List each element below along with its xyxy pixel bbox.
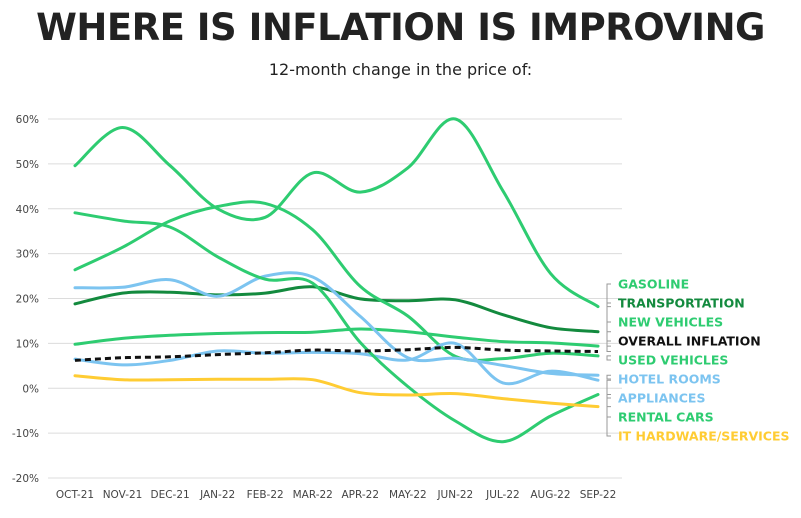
legend-label-transportation: TRANSPORTATION (618, 296, 745, 311)
x-tick-label: APR-22 (341, 489, 379, 501)
legend-label-overall-inflation: OVERALL INFLATION (618, 334, 761, 349)
legend-label-rental-cars: RENTAL CARS (618, 410, 714, 425)
x-tick-label: NOV-21 (103, 489, 143, 501)
x-tick-label: JUN-22 (436, 489, 473, 501)
y-tick-label: 10% (16, 338, 39, 350)
series-line-it-hardware-services (73, 374, 600, 409)
series-lines (73, 117, 600, 444)
x-tick-label: MAR-22 (293, 489, 333, 501)
series-line-gasoline (73, 117, 600, 309)
x-tick-label: AUG-22 (530, 489, 570, 501)
x-tick-label: OCT-21 (56, 489, 94, 501)
x-tick-label: FEB-22 (247, 489, 284, 501)
x-tick-label: MAY-22 (389, 489, 427, 501)
legend-label-used-vehicles: USED VEHICLES (618, 353, 728, 368)
y-tick-label: 40% (16, 204, 39, 216)
y-tick-label: 0% (22, 383, 39, 395)
legend-bracket (606, 302, 611, 333)
x-tick-label: SEP-22 (580, 489, 617, 501)
legend-label-appliances: APPLIANCES (618, 391, 705, 406)
y-tick-label: 20% (16, 294, 39, 306)
chart-subtitle: 12-month change in the price of: (268, 60, 533, 79)
y-tick-label: -20% (12, 473, 39, 485)
legend-bracket (606, 355, 611, 361)
series-line-overall-inflation (74, 345, 599, 362)
legend-bracket (606, 394, 611, 418)
series-line-appliances (73, 341, 600, 386)
series-line-used-vehicles (73, 200, 600, 362)
legend-bracket (606, 374, 611, 380)
x-tick-label: JUL-22 (485, 489, 520, 501)
legend-bracket (606, 283, 611, 308)
y-tick-label: 50% (16, 159, 39, 171)
chart-title: WHERE IS INFLATION IS IMPROVING (36, 6, 765, 49)
y-tick-label: 30% (16, 249, 39, 261)
legend-label-gasoline: GASOLINE (618, 277, 689, 292)
legend-brackets (606, 283, 611, 437)
x-tick-label: DEC-21 (150, 489, 189, 501)
series-line-hotel-rooms (73, 271, 600, 377)
x-tick-label: JAN-22 (199, 489, 235, 501)
legend-bracket (606, 321, 611, 347)
y-tick-label: 60% (16, 114, 39, 126)
series-line-rental-cars (73, 211, 600, 444)
y-axis-tick-labels: -20% -10% 0% 10% 20% 30% 40% 50% 60% (12, 114, 39, 485)
x-axis-tick-labels: OCT-21 NOV-21 DEC-21 JAN-22 FEB-22 MAR-22 APR-… (56, 489, 616, 501)
series-line-new-vehicles (73, 327, 600, 348)
legend-bracket (606, 379, 611, 399)
legend-bracket (606, 340, 611, 352)
legend-label-it-hardware-services: IT HARDWARE/SERVICES (618, 429, 790, 444)
legend-bracket (606, 406, 611, 437)
y-tick-label: -10% (12, 428, 39, 440)
legend-labels: GASOLINE TRANSPORTATION NEW VEHICLES OVERAL… (618, 277, 790, 444)
legend-label-hotel-rooms: HOTEL ROOMS (618, 372, 721, 387)
legend-label-new-vehicles: NEW VEHICLES (618, 315, 723, 330)
